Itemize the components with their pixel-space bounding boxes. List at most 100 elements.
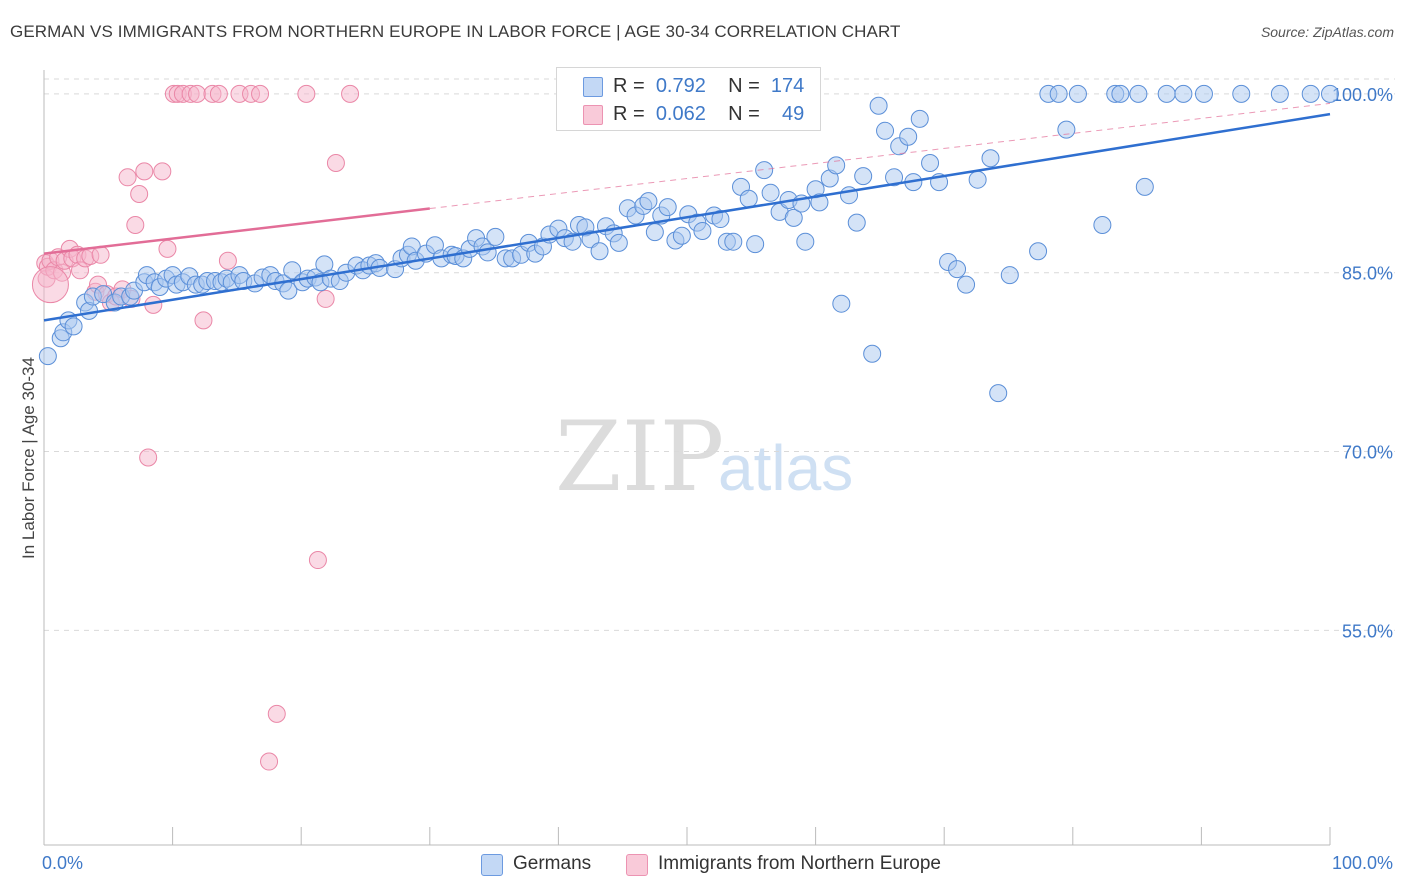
german-point bbox=[869, 96, 888, 115]
german-point bbox=[739, 189, 758, 208]
german-point bbox=[1157, 84, 1176, 103]
pink-swatch bbox=[626, 854, 648, 876]
legend-label: Immigrants from Northern Europe bbox=[658, 853, 941, 874]
german-point bbox=[283, 261, 302, 280]
immigrant-point bbox=[297, 84, 316, 103]
immigrant-point bbox=[158, 239, 177, 258]
immigrant-point bbox=[153, 162, 172, 181]
x-tick-label: 100.0% bbox=[1332, 853, 1393, 873]
immigrant-point bbox=[31, 266, 69, 304]
german-point bbox=[672, 226, 691, 245]
german-point bbox=[761, 183, 780, 202]
source-prefix: Source: bbox=[1260, 24, 1314, 40]
immigrant-point bbox=[260, 752, 279, 771]
german-point bbox=[989, 384, 1008, 403]
immigrant-point bbox=[308, 551, 327, 570]
immigrant-point bbox=[251, 84, 270, 103]
german-point bbox=[1093, 216, 1112, 234]
german-point bbox=[1057, 120, 1076, 139]
pink-swatch bbox=[583, 105, 603, 125]
german-point bbox=[581, 230, 600, 249]
immigrant-point bbox=[341, 84, 360, 103]
n-label: N = bbox=[728, 103, 760, 125]
r-label: R = bbox=[613, 103, 645, 125]
immigrant-point bbox=[139, 448, 158, 467]
x-tick-label: 0.0% bbox=[42, 853, 83, 873]
immigrant-point bbox=[135, 162, 154, 181]
y-axis-label: In Labor Force | Age 30-34 bbox=[19, 357, 38, 559]
german-point bbox=[885, 168, 904, 187]
german-point bbox=[1029, 242, 1048, 261]
n-label: N = bbox=[728, 75, 760, 97]
german-point bbox=[810, 193, 829, 212]
german-point bbox=[1129, 84, 1148, 103]
immigrant-point bbox=[326, 154, 345, 172]
german-point bbox=[724, 232, 743, 251]
german-point bbox=[1301, 84, 1320, 103]
r-value: 0.062 bbox=[655, 103, 706, 125]
german-point bbox=[899, 127, 918, 146]
blue-swatch bbox=[481, 854, 503, 876]
german-point bbox=[1270, 84, 1289, 103]
n-value: 49 bbox=[782, 103, 805, 125]
stats-text: R = 0.062 N = 49 bbox=[613, 101, 804, 127]
immigrant-trend-line bbox=[43, 207, 430, 255]
chart-title: GERMAN VS IMMIGRANTS FROM NORTHERN EUROP… bbox=[10, 22, 901, 41]
german-point bbox=[711, 210, 730, 229]
german-point bbox=[968, 170, 987, 189]
german-point bbox=[1321, 84, 1339, 103]
immigrant-point bbox=[267, 704, 286, 723]
german-point bbox=[847, 213, 866, 232]
german-point bbox=[784, 208, 803, 227]
german-point bbox=[486, 227, 505, 246]
german-point bbox=[693, 221, 712, 240]
german-point bbox=[854, 167, 873, 186]
legend-label: Germans bbox=[513, 853, 592, 874]
german-point bbox=[910, 109, 929, 128]
german-point bbox=[1194, 84, 1213, 103]
immigrant-point bbox=[130, 185, 149, 203]
immigrant-point bbox=[126, 216, 145, 234]
german-point bbox=[1135, 177, 1154, 196]
n-value: 174 bbox=[770, 75, 805, 97]
german-point bbox=[746, 235, 765, 254]
watermark-zip: ZIP bbox=[555, 401, 724, 513]
german-point bbox=[921, 154, 940, 172]
german-point bbox=[639, 192, 658, 211]
stats-text: R = 0.792 N = 174 bbox=[613, 73, 804, 99]
german-point bbox=[64, 317, 83, 336]
german-point bbox=[38, 347, 57, 366]
german-point bbox=[796, 232, 815, 251]
source-link[interactable]: ZipAtlas.com bbox=[1313, 24, 1394, 40]
german-trend-line bbox=[43, 112, 1331, 322]
watermark-atlas: atlas bbox=[718, 432, 853, 504]
german-point bbox=[658, 198, 677, 217]
r-label: R = bbox=[613, 75, 645, 97]
german-point bbox=[1111, 84, 1130, 103]
german-point bbox=[1000, 266, 1019, 285]
immigrant-point bbox=[209, 84, 228, 103]
y-tick-label: 100.0% bbox=[1332, 85, 1393, 105]
german-point bbox=[478, 243, 497, 262]
german-point bbox=[863, 344, 882, 363]
immigrant-point bbox=[194, 311, 213, 330]
immigrant-point bbox=[188, 84, 207, 103]
immigrant-point bbox=[316, 289, 335, 308]
german-point bbox=[957, 275, 976, 294]
german-point bbox=[609, 233, 628, 252]
immigrant-point bbox=[118, 168, 137, 187]
immigrant-point bbox=[218, 251, 237, 270]
german-point bbox=[645, 223, 664, 242]
german-point bbox=[876, 121, 895, 140]
german-point bbox=[1049, 84, 1068, 103]
y-tick-label: 70.0% bbox=[1342, 443, 1393, 463]
german-point bbox=[832, 294, 851, 313]
y-tick-label: 55.0% bbox=[1342, 621, 1393, 641]
german-point bbox=[981, 149, 1000, 168]
immigrant-trend-extension bbox=[429, 102, 1331, 210]
german-point bbox=[590, 242, 609, 261]
german-point bbox=[755, 161, 774, 180]
german-point bbox=[1174, 84, 1193, 103]
german-point bbox=[1068, 84, 1087, 103]
